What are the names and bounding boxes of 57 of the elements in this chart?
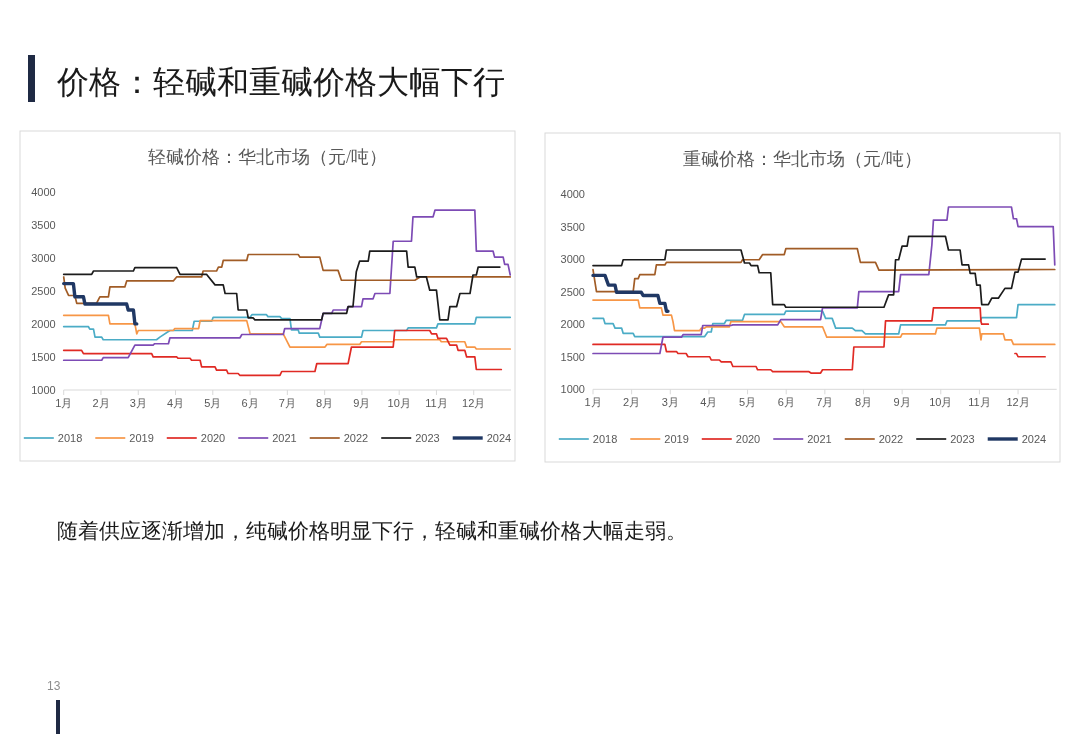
y-tick-label: 1000: [31, 384, 56, 396]
y-tick-label: 2500: [31, 284, 56, 297]
y-tick-label: 4000: [560, 188, 585, 200]
x-tick-label: 4月: [700, 396, 718, 409]
legend-label: 2021: [807, 433, 832, 445]
x-tick-label: 9月: [893, 396, 911, 409]
x-tick-label: 6月: [241, 397, 259, 409]
legend-label: 2018: [57, 432, 83, 444]
x-tick-label: 11月: [425, 397, 448, 409]
y-tick-label: 2500: [560, 285, 585, 298]
x-tick-label: 3月: [661, 396, 679, 409]
x-tick-label: 5月: [739, 396, 757, 409]
x-tick-label: 2月: [623, 396, 641, 409]
legend-label: 2024: [486, 432, 512, 444]
y-tick-label: 1500: [560, 350, 585, 363]
x-tick-label: 2月: [92, 397, 110, 409]
legend-label: 2019: [129, 432, 154, 444]
y-tick-label: 1500: [31, 350, 56, 363]
annotation: 价格：轻碱和重碱价格大幅下行: [57, 64, 505, 100]
legend-label: 2024: [1021, 433, 1047, 445]
x-tick-label: 1月: [55, 397, 73, 409]
x-tick-label: 5月: [204, 397, 222, 409]
x-tick-label: 7月: [278, 397, 296, 409]
y-tick-label: 2000: [560, 318, 585, 331]
annotation: 随着供应逐渐增加，纯碱价格明显下行，轻碱和重碱价格大幅走弱。: [57, 519, 687, 542]
legend-label: 2020: [200, 432, 226, 444]
y-tick-label: 3500: [31, 218, 56, 231]
x-tick-label: 10月: [929, 396, 953, 409]
x-tick-label: 9月: [353, 397, 371, 409]
chart-title: 轻碱价格：华北市场（元/吨）: [147, 147, 388, 167]
x-tick-label: 1月: [584, 396, 602, 409]
legend-label: 2022: [343, 432, 369, 444]
x-tick-label: 4月: [166, 397, 185, 409]
x-tick-label: 8月: [316, 397, 334, 409]
y-tick-label: 1000: [560, 383, 585, 396]
annotation: 13: [47, 679, 61, 693]
legend-label: 2020: [735, 433, 761, 445]
y-tick-label: 3500: [560, 220, 585, 233]
y-tick-label: 2000: [31, 317, 56, 330]
legend-label: 2023: [950, 433, 975, 445]
x-tick-label: 12月: [462, 397, 486, 409]
legend-label: 2022: [878, 433, 904, 445]
chart-title: 重碱价格：华北市场（元/吨）: [682, 149, 923, 169]
legend-label: 2021: [272, 432, 297, 444]
y-tick-label: 3000: [31, 251, 56, 264]
x-tick-label: 3月: [129, 397, 147, 409]
x-tick-label: 10月: [387, 397, 411, 409]
x-tick-label: 11月: [968, 396, 991, 409]
x-tick-label: 12月: [1006, 396, 1030, 409]
y-tick-label: 4000: [31, 185, 56, 198]
x-tick-label: 8月: [854, 396, 873, 409]
legend-label: 2019: [664, 433, 689, 445]
legend-label: 2018: [592, 433, 618, 445]
y-tick-label: 3000: [560, 253, 585, 266]
legend-label: 2023: [415, 432, 440, 444]
x-tick-label: 7月: [816, 396, 834, 409]
x-tick-label: 6月: [777, 396, 795, 409]
